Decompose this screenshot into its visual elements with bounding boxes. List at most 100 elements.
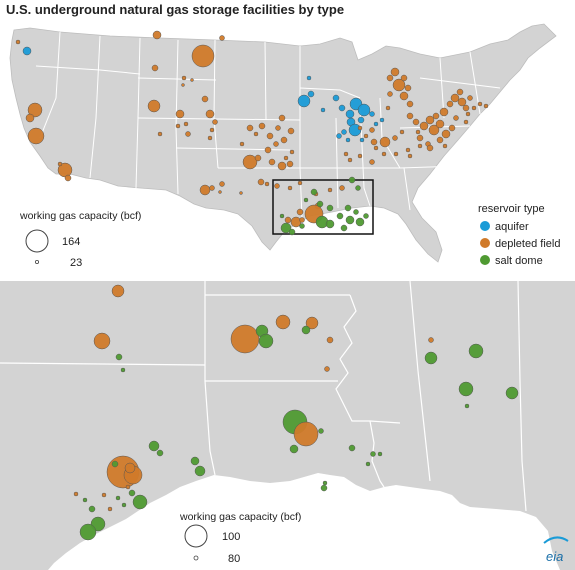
us-facility-bubble [416, 134, 424, 142]
us-facility-bubble [353, 209, 359, 215]
us-facility-bubble [379, 136, 391, 148]
us-facility-bubble [209, 127, 215, 133]
us-facility-bubble [287, 185, 293, 191]
gulf-facility-bubble [190, 456, 200, 466]
inset-box [272, 179, 374, 235]
us-facility-bubble [307, 90, 315, 98]
gulf-facility-bubble [115, 495, 121, 501]
us-facility-bubble [338, 104, 346, 112]
us-facility-bubble [359, 137, 365, 143]
us-facility-bubble [463, 119, 469, 125]
us-facility-bubble [405, 147, 411, 153]
us-facility-bubble [315, 215, 329, 229]
us-facility-bubble [471, 105, 477, 111]
gulf-facility-bubble [156, 449, 164, 457]
gulf-facility-bubble [370, 451, 376, 457]
gulf-facility-bubble [128, 489, 136, 497]
gulf-facility-bubble [458, 381, 474, 397]
us-facility-bubble [432, 112, 440, 120]
legend-aquifer-swatch [480, 221, 490, 231]
us-facility-bubble [456, 88, 464, 96]
us-facility-bubble [453, 115, 459, 121]
us-facility-bubble [277, 161, 287, 171]
size-legend-bottom-small-circle [193, 555, 199, 561]
us-facility-bubble [286, 160, 294, 168]
gulf-facility-bubble [79, 523, 97, 541]
us-facility-bubble [264, 146, 272, 154]
us-facility-bubble [355, 185, 361, 191]
size-legend-bottom-large-circle [184, 524, 208, 548]
reservoir-legend: reservoir type aquifer depleted field sa… [478, 203, 560, 267]
us-facility-bubble [219, 181, 225, 187]
us-facility-bubble [181, 75, 187, 81]
eia-logo-text: eia [546, 549, 563, 564]
gulf-facility-bubble [464, 403, 470, 409]
us-map: working gas capacity (bcf) 164 23 reserv… [0, 18, 575, 268]
us-facility-bubble [239, 141, 245, 147]
us-facility-bubble [419, 121, 429, 131]
gulf-facility-bubble [101, 492, 107, 498]
us-facility-bubble [283, 155, 289, 161]
us-facility-bubble [399, 91, 409, 101]
us-facility-bubble [288, 228, 296, 236]
us-facility-bubble [303, 197, 309, 203]
us-facility-bubble [299, 217, 305, 223]
gulf-facility-bubble [120, 367, 126, 373]
us-facility-bubble [357, 125, 363, 131]
us-facility-bubble [415, 129, 421, 135]
us-facility-bubble [25, 113, 35, 123]
legend-depleted-swatch [480, 238, 490, 248]
us-facility-bubble [22, 46, 32, 56]
us-facility-bubble [426, 144, 434, 152]
us-facility-bubble [392, 78, 406, 92]
gulf-facility-bubble [428, 337, 434, 343]
us-facility-bubble [27, 127, 45, 145]
size-legend-bottom-large-label: 100 [222, 531, 240, 543]
us-facility-bubble [393, 151, 399, 157]
gulf-facility-bubble [82, 497, 88, 503]
gulf-facility-bubble [289, 444, 299, 454]
us-facility-bubble [316, 200, 324, 208]
us-facility-bubble [390, 67, 400, 77]
us-facility-bubble [320, 107, 326, 113]
us-facility-bubble [326, 204, 334, 212]
gulf-facility-bubble [115, 353, 123, 361]
us-facility-bubble [343, 151, 349, 157]
us-facility-bubble [363, 213, 369, 219]
us-facility-bubble [15, 39, 21, 45]
gulf-facility-bubble [365, 461, 371, 467]
us-facility-bubble [299, 223, 305, 229]
size-legend-bottom-heading: working gas capacity (bcf) [179, 511, 301, 523]
us-facility-bubble [386, 74, 394, 82]
us-facility-bubble [404, 84, 412, 92]
us-facility-bubble [275, 125, 281, 131]
us-facility-bubble [287, 127, 295, 135]
us-facility-bubble [340, 224, 348, 232]
us-facility-bubble [417, 143, 423, 149]
us-facility-bubble [357, 153, 363, 159]
us-facility-bubble [27, 102, 43, 118]
gulf-facility-bubble [318, 428, 324, 434]
gulf-facility-bubble [111, 460, 119, 468]
us-facility-bubble [467, 95, 473, 101]
us-facility-bubble [190, 78, 194, 82]
us-facility-bubble [264, 181, 270, 187]
us-facility-bubble [258, 122, 266, 130]
us-facility-bubble [280, 136, 288, 144]
us-facility-bubble [345, 215, 355, 225]
us-facility-bubble [147, 99, 161, 113]
size-legend-top-small-circle [35, 259, 40, 264]
us-facility-bubble [345, 137, 351, 143]
gulf-facility-bubble [324, 366, 330, 372]
legend-depleted-label: depleted field [495, 238, 560, 250]
us-facility-bubble [355, 217, 365, 227]
us-facility-bubble [407, 153, 413, 159]
us-facility-bubble [297, 94, 311, 108]
us-facility-bubble [246, 124, 254, 132]
us-facility-bubble [205, 109, 215, 119]
us-facility-bubble [369, 127, 375, 133]
us-facility-bubble [385, 105, 391, 111]
us-facility-bubble [399, 129, 405, 135]
legend-aquifer-label: aquifer [495, 221, 529, 233]
us-facility-bubble [274, 183, 280, 189]
